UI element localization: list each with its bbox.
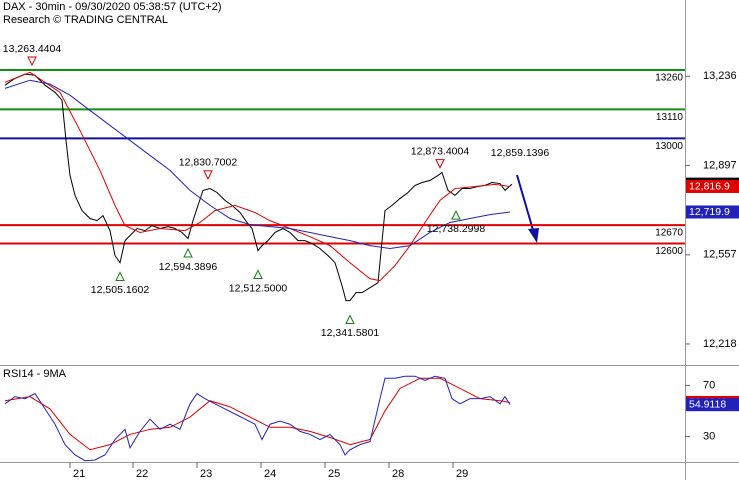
level-label: 13260: [655, 73, 683, 84]
chart-title: DAX - 30min - 09/30/2020 05:38:57 (UTC+2…: [3, 1, 222, 13]
panel-title: RSI14 - 9MA: [3, 368, 67, 380]
x-tick-label: 22: [136, 468, 148, 480]
y-tick-label: 13,236: [703, 70, 737, 82]
pivot-marker: [115, 271, 125, 281]
series-line: [4, 375, 511, 462]
pivot-marker: [435, 159, 445, 169]
series-line: [4, 377, 511, 451]
pivot-marker: [451, 210, 461, 220]
pivot-marker: [345, 314, 355, 324]
y-tick-label: 12,897: [703, 159, 737, 171]
pivot-marker: [183, 247, 193, 258]
pivot-label: 12,873.4004: [411, 145, 470, 157]
pivot-marker: [203, 170, 213, 180]
series-line: [4, 71, 511, 282]
pivot-label: 12,341.5801: [321, 327, 380, 339]
last-value-label: 12,816.9: [689, 180, 730, 192]
series-line: [4, 73, 513, 302]
pivot-label: 12,830.7002: [179, 157, 238, 169]
level-label: 12600: [655, 246, 683, 257]
chart-subtitle: Research © TRADING CENTRAL: [3, 14, 168, 26]
x-tick-label: 24: [264, 468, 276, 480]
x-tick-label: 23: [200, 468, 212, 480]
pivot-marker: [253, 269, 263, 280]
x-tick-label: 29: [456, 468, 468, 480]
last-value-label: 12,719.9: [689, 206, 730, 218]
level-label: 12670: [655, 228, 683, 239]
y-tick-label: 12,557: [703, 249, 737, 261]
last-value-box: [686, 205, 739, 219]
forecast-arrow: [516, 174, 534, 231]
x-tick-label: 21: [73, 468, 85, 480]
y-tick-label: 12,218: [703, 338, 737, 350]
level-label: 13000: [655, 141, 683, 152]
forecast-arrow-head: [528, 228, 539, 243]
y-tick-label: 70: [703, 379, 715, 391]
pivot-label: 12,594.3896: [159, 261, 218, 273]
pivot-label: 13,263.4404: [3, 43, 62, 55]
series-line: [4, 79, 511, 250]
level-label: 13110: [656, 112, 684, 123]
pivot-label: 12,859.1396: [491, 147, 550, 159]
y-tick-label: 30: [703, 430, 715, 442]
pivot-label: 12,505.1602: [91, 284, 150, 296]
pivot-marker: [27, 56, 37, 67]
last-value-label: 54.9118: [689, 398, 726, 410]
x-tick-label: 25: [328, 468, 340, 480]
x-tick-label: 28: [392, 468, 404, 480]
last-value-box: [686, 398, 739, 412]
pivot-label: 12,738.2998: [427, 223, 486, 235]
pivot-label: 12,512.5000: [229, 282, 288, 294]
last-value-box: [686, 179, 739, 193]
